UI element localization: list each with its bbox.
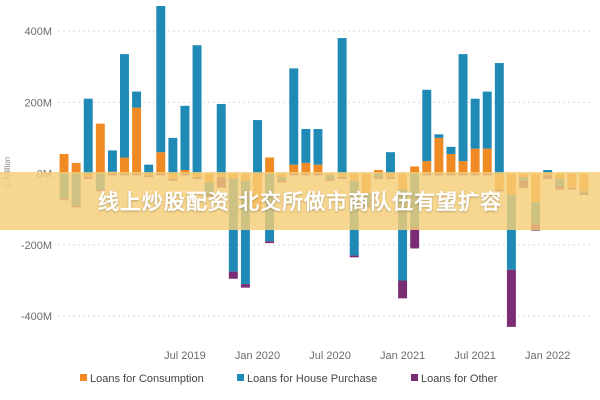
- bar-segment: [458, 161, 468, 174]
- bar-segment: [240, 284, 250, 288]
- bar-segment: [180, 170, 190, 174]
- bar-segment: [349, 255, 359, 258]
- bar-segment: [482, 91, 492, 149]
- bar-segment: [482, 148, 492, 174]
- bar-segment: [313, 164, 323, 174]
- bar-segment: [422, 161, 432, 174]
- bar-segment: [289, 164, 299, 174]
- bar-segment: [180, 105, 190, 170]
- bar-segment: [265, 157, 275, 174]
- bar-segment: [506, 269, 516, 327]
- bar-segment: [313, 129, 323, 165]
- legend: Loans for Consumption Loans for House Pur…: [80, 373, 498, 385]
- bar-segment: [543, 170, 553, 174]
- legend-swatch: [411, 374, 418, 381]
- bar-segment: [192, 45, 202, 174]
- x-tick-label: Jul 2020: [309, 350, 351, 362]
- bar-segment: [410, 227, 420, 249]
- x-axis: Jul 2019 Jan 2020 Jul 2020 Jan 2021 Jul 2021…: [164, 350, 570, 362]
- bar-segment: [410, 166, 420, 174]
- bar-segment: [301, 129, 311, 163]
- bar-segment: [156, 152, 166, 174]
- bar-segment: [168, 137, 178, 174]
- bar-segment: [253, 120, 262, 174]
- bar-segment: [434, 137, 444, 174]
- bar-segment: [265, 241, 275, 244]
- x-tick-label: Jul 2019: [164, 350, 206, 362]
- bar-segment: [240, 180, 250, 285]
- bar-segment: [470, 98, 480, 149]
- y-axis: 400M200M0M-200M-400M: [21, 26, 52, 323]
- bar-segment: [156, 6, 166, 153]
- bar-segment: [422, 89, 432, 162]
- bars: [59, 6, 589, 327]
- bar-segment: [494, 63, 504, 174]
- bar-segment: [301, 162, 311, 174]
- bar-segment: [132, 91, 142, 108]
- bar-segment: [144, 164, 154, 174]
- legend-swatch: [237, 374, 244, 381]
- bar-segment: [120, 157, 129, 174]
- bar-segment: [398, 189, 408, 281]
- bar-segment: [228, 271, 238, 279]
- bar-segment: [132, 107, 142, 174]
- bar-segment: [59, 153, 69, 174]
- x-tick-label: Jan 2022: [525, 350, 570, 362]
- bar-segment: [107, 150, 117, 172]
- y-tick-label: -400M: [21, 311, 52, 323]
- y-tick-label: -200M: [21, 240, 52, 252]
- y-tick-label: 400M: [24, 26, 52, 38]
- y-tick-label: 200M: [24, 97, 52, 109]
- bar-segment: [458, 54, 468, 162]
- bar-segment: [506, 194, 516, 270]
- bar-segment: [120, 54, 129, 158]
- bar-segment: [216, 104, 226, 174]
- bar-segment: [386, 152, 395, 174]
- overlay-banner: 线上炒股配资 北交所做市商队伍有望扩容: [0, 172, 600, 230]
- legend-label: Loans for Consumption: [90, 373, 204, 385]
- bar-segment: [71, 162, 81, 174]
- bar-segment: [83, 98, 93, 174]
- legend-label: Loans for Other: [421, 373, 498, 385]
- bar-segment: [470, 148, 480, 174]
- bar-segment: [446, 153, 456, 174]
- x-tick-label: Jul 2021: [454, 350, 496, 362]
- bar-segment: [337, 38, 347, 174]
- bar-segment: [95, 123, 105, 174]
- x-tick-label: Jan 2021: [380, 350, 425, 362]
- bar-segment: [434, 134, 444, 138]
- overlay-text: 线上炒股配资 北交所做市商队伍有望扩容: [97, 190, 503, 214]
- bar-segment: [373, 170, 383, 174]
- legend-label: Loans for House Purchase: [247, 373, 377, 385]
- bar-segment: [398, 280, 408, 299]
- legend-swatch: [80, 374, 87, 381]
- x-tick-label: Jan 2020: [235, 350, 280, 362]
- bar-segment: [446, 146, 456, 154]
- bar-segment: [289, 68, 299, 165]
